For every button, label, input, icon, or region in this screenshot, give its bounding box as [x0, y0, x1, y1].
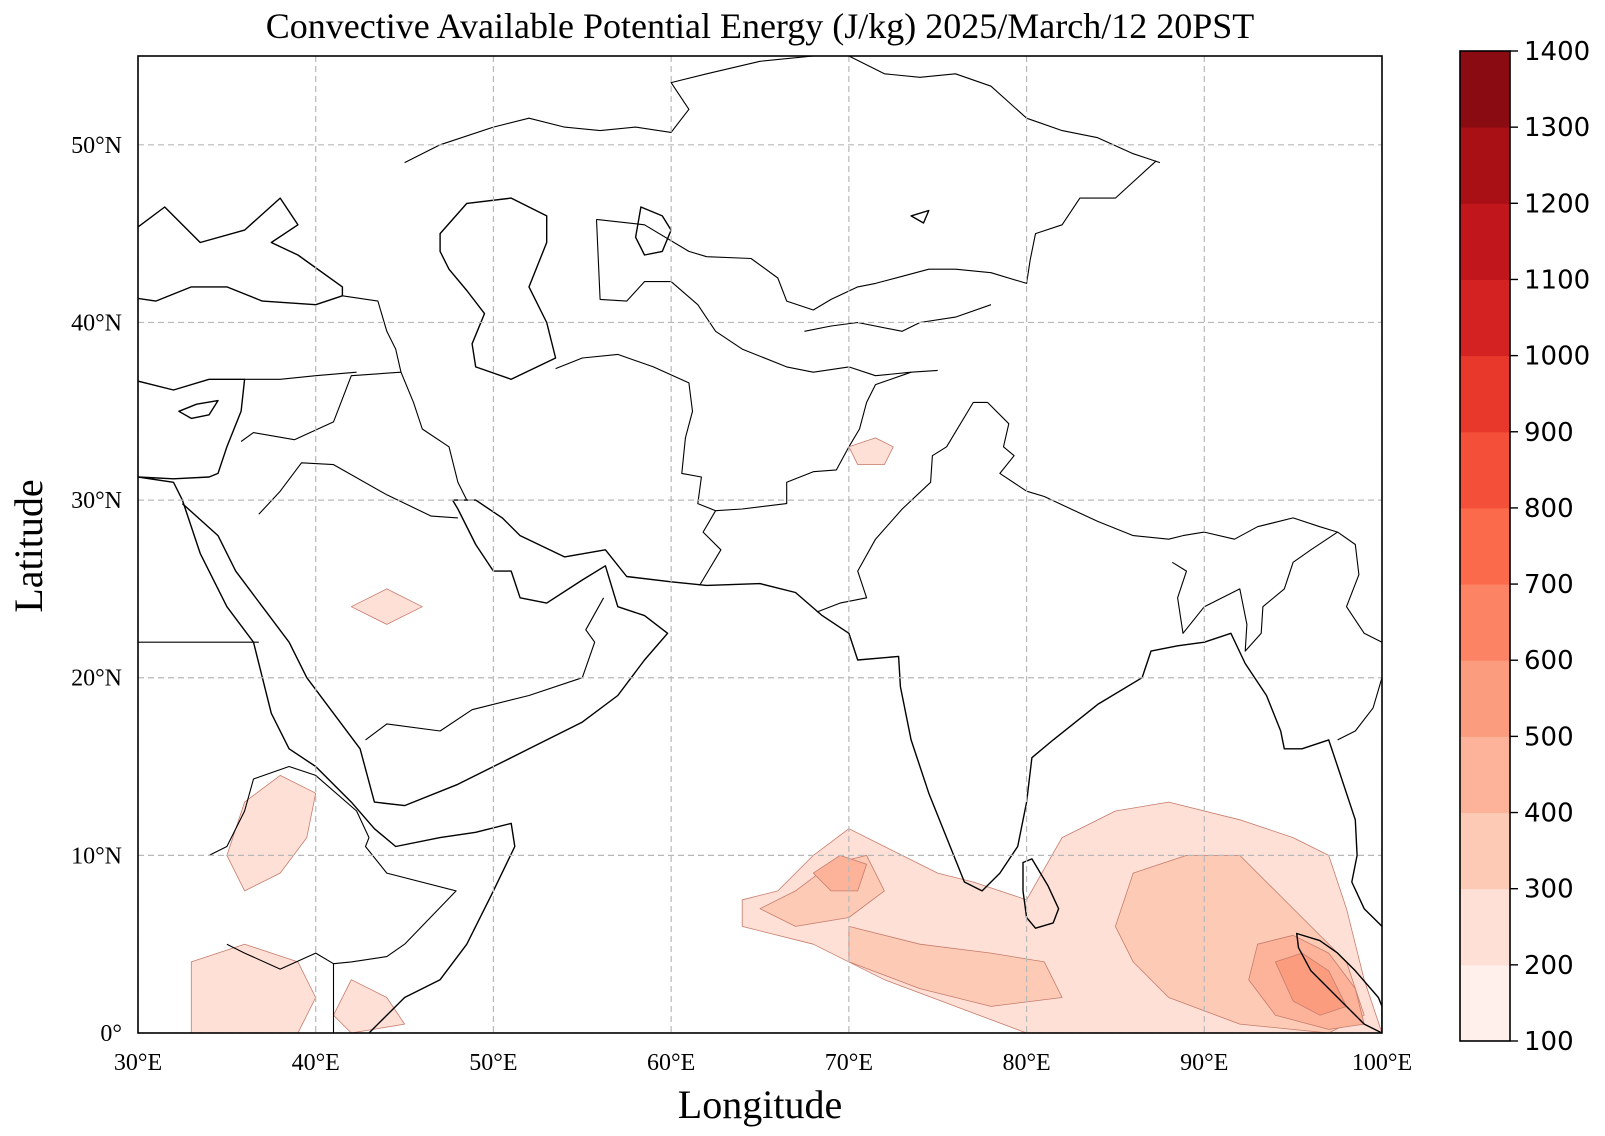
colorbar-swatch-500 [1460, 660, 1510, 737]
x-tick-label: 40°E [292, 1050, 340, 1076]
colorbar-swatch-900 [1460, 355, 1510, 433]
y-tick-label: 30°N [71, 488, 122, 514]
border-afghanistan-pakistan [715, 371, 912, 512]
colorbar-swatch-800 [1460, 431, 1510, 509]
coastline-caspian-sea [439, 197, 557, 380]
coastline-arabia-outline [181, 499, 669, 807]
x-tick-label: 90°E [1180, 1050, 1228, 1076]
colorbar-swatch-1300 [1460, 51, 1510, 128]
y-tick-label: 10°N [71, 843, 122, 869]
border-myanmar-thailand [1337, 677, 1382, 741]
cape-region-arabia-patch [350, 588, 423, 625]
border-saudi-north [258, 462, 458, 519]
x-axis-ticks: 30°E 40°E 50°E 60°E 70°E 80°E 90°E 100°E [114, 1050, 1412, 1076]
y-axis-label: Latitude [6, 479, 51, 612]
colorbar-swatch-600 [1460, 584, 1510, 661]
colorbar-swatch-700 [1460, 507, 1510, 585]
colorbar-swatches [1460, 51, 1510, 1042]
colorbar-tick-label: 400 [1524, 799, 1574, 829]
colorbar-tick-label: 1100 [1524, 265, 1590, 295]
border-central-asia-1 [595, 219, 938, 377]
colorbar-tick-label: 100 [1524, 1027, 1574, 1057]
border-central-asia-2 [596, 160, 1157, 311]
colorbar: 100 200 300 400 500 600 700 800 900 1000 1100 1200 1… [1459, 37, 1590, 1057]
coastline-cyprus [178, 399, 219, 420]
colorbar-tick-label: 200 [1524, 951, 1574, 981]
border-iraq-iran [400, 371, 468, 501]
colorbar-swatch-300 [1460, 812, 1510, 890]
coastline-africa-red-sea-west [138, 476, 516, 1033]
border-sudan-ethiopia [208, 765, 370, 856]
x-tick-label: 30°E [114, 1050, 162, 1076]
coastlines-layer [138, 197, 1382, 1033]
border-kazakhstan-russia [404, 56, 1161, 164]
colorbar-swatch-400 [1460, 736, 1510, 814]
colorbar-tick-label: 800 [1524, 494, 1574, 524]
border-kyrgyz-tajik [804, 304, 992, 332]
y-tick-label: 0° [100, 1021, 122, 1047]
map-title: Convective Available Potential Energy (J… [266, 6, 1255, 46]
border-china-india-nepal [987, 402, 1382, 643]
colorbar-tick-label: 1400 [1524, 37, 1590, 67]
colorbar-tick-label: 300 [1524, 875, 1574, 905]
border-pakistan-india [816, 401, 988, 613]
y-tick-label: 50°N [71, 133, 122, 159]
colorbar-swatch-1100 [1460, 203, 1510, 280]
colorbar-swatch-100 [1460, 964, 1510, 1042]
border-iran-afghan-pak [555, 353, 722, 586]
x-tick-label: 60°E [647, 1050, 695, 1076]
x-axis-label: Longitude [678, 1082, 842, 1127]
y-tick-label: 20°N [71, 666, 122, 692]
coastline-sumatra [1296, 932, 1382, 1033]
cape-region-somalia-coast [333, 979, 405, 1033]
y-axis-ticks: 0° 10°N 20°N 30°N 40°N 50°N [71, 133, 122, 1047]
x-tick-label: 70°E [825, 1050, 873, 1076]
colorbar-tick-label: 500 [1524, 722, 1574, 752]
gridlines-layer [138, 56, 1382, 1033]
x-tick-label: 100°E [1352, 1050, 1412, 1076]
country-borders-layer [138, 56, 1382, 1033]
border-saudi-yemen-oman [365, 597, 605, 741]
colorbar-swatch-200 [1460, 888, 1510, 966]
x-tick-label: 50°E [469, 1050, 517, 1076]
colorbar-tick-label: 700 [1524, 570, 1574, 600]
coastline-balkhash-lake [910, 209, 930, 224]
x-tick-label: 80°E [1002, 1050, 1050, 1076]
colorbar-swatch-1000 [1460, 279, 1510, 357]
colorbar-ticks: 100 200 300 400 500 600 700 800 900 1000 1100 1200 1… [1510, 37, 1590, 1057]
map-frame [137, 55, 1383, 1034]
colorbar-tick-label: 900 [1524, 418, 1574, 448]
cape-region-north-pakistan [848, 437, 894, 465]
cape-filled-contours [190, 437, 1382, 1033]
cape-region-equatorial-band [848, 926, 1063, 1007]
colorbar-tick-label: 1200 [1524, 189, 1590, 219]
border-iraq-syria-saudi [240, 295, 402, 442]
coastline-sri-lanka [1022, 858, 1060, 929]
coastline-black-sea [138, 197, 344, 306]
coastline-persian-gulf-north [452, 499, 1382, 927]
coastline-aral-sea [634, 206, 672, 256]
y-tick-label: 40°N [71, 310, 122, 336]
cape-region-arabian-sea-inner [812, 855, 867, 892]
colorbar-frame [1459, 50, 1511, 1042]
border-turkey-south [244, 371, 357, 380]
colorbar-tick-label: 1000 [1524, 342, 1590, 372]
colorbar-tick-label: 600 [1524, 646, 1574, 676]
map-plot-area [137, 55, 1383, 1034]
border-ethiopia-somalia [226, 837, 457, 970]
coastline-mediterranean-east [138, 378, 246, 480]
colorbar-tick-label: 1300 [1524, 113, 1590, 143]
colorbar-swatch-1200 [1460, 127, 1510, 204]
border-india-bangladesh-myanmar [1172, 531, 1338, 652]
